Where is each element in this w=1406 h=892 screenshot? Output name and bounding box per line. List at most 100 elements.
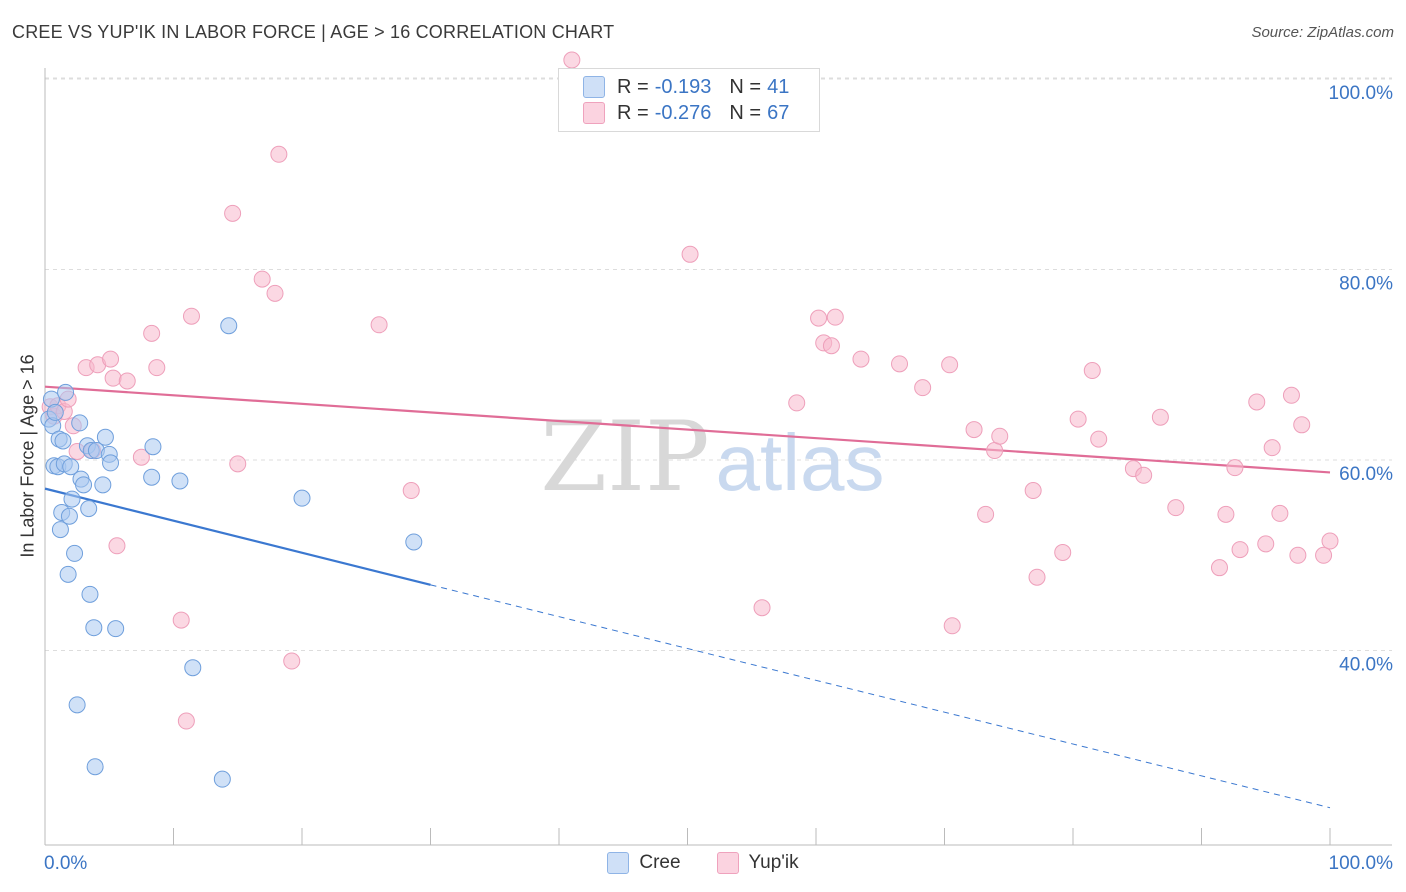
point-yupik — [753, 599, 771, 617]
point-cree — [107, 620, 125, 638]
point-yupik — [943, 617, 961, 635]
point-yupik — [1151, 408, 1169, 426]
point-cree — [293, 489, 311, 507]
stats-legend: R = -0.193 N = 41 R = -0.276 N = 67 — [558, 68, 820, 132]
point-yupik — [1289, 546, 1307, 564]
legend-swatch-yupik — [716, 852, 739, 874]
point-yupik — [172, 611, 190, 629]
point-yupik — [1293, 416, 1311, 434]
trend-line-cree — [44, 487, 431, 586]
point-cree — [184, 659, 202, 677]
watermark-zip: ZIP — [540, 401, 709, 513]
point-yupik — [977, 505, 995, 523]
point-yupik — [1315, 546, 1333, 564]
legend-row-cree: R = -0.193 N = 41 — [583, 75, 807, 99]
point-cree — [80, 500, 98, 518]
point-cree — [405, 533, 423, 551]
y-tick-label: 60.0% — [1339, 464, 1393, 485]
y-tick-label: 80.0% — [1339, 274, 1393, 295]
legend-item-yupik[interactable]: Yup'ik — [716, 852, 799, 874]
point-cree — [71, 414, 89, 432]
point-yupik — [229, 455, 247, 473]
point-yupik — [118, 372, 136, 390]
trend-lines — [44, 385, 1331, 809]
tick-labels: 40.0% 60.0% 80.0% 100.0% 0.0% 100.0% — [44, 83, 1393, 874]
point-cree — [46, 403, 64, 421]
point-cree — [68, 696, 86, 714]
legend-swatch-cree — [583, 76, 605, 98]
point-yupik — [1263, 439, 1281, 457]
legend-label-cree: Cree — [639, 852, 681, 873]
legend-n-value: 41 — [767, 75, 790, 98]
watermark: ZIP atlas — [540, 401, 884, 513]
x-tick-label: 100.0% — [1329, 853, 1394, 874]
point-cree — [96, 428, 114, 446]
point-yupik — [1321, 532, 1339, 550]
point-cree — [171, 472, 189, 490]
point-yupik — [1271, 504, 1289, 522]
watermark-atlas: atlas — [716, 418, 885, 507]
point-yupik — [266, 284, 284, 302]
point-yupik — [1135, 466, 1153, 484]
gridlines — [45, 77, 1392, 652]
point-cree — [66, 544, 84, 562]
point-yupik — [822, 337, 840, 355]
y-tick-label: 40.0% — [1339, 655, 1393, 676]
point-yupik — [253, 270, 271, 288]
y-tick-label: 100.0% — [1329, 83, 1394, 104]
point-yupik — [788, 394, 806, 412]
point-yupik — [1248, 393, 1266, 411]
point-yupik — [270, 145, 288, 163]
point-cree — [81, 585, 99, 603]
point-yupik — [224, 204, 242, 222]
point-yupik — [1282, 386, 1300, 404]
point-yupik — [370, 316, 388, 334]
point-yupik — [991, 427, 1009, 445]
point-yupik — [941, 356, 959, 374]
source-label: Source: ZipAtlas.com — [1251, 24, 1394, 41]
point-cree — [94, 476, 112, 494]
point-yupik — [1069, 410, 1087, 428]
trend-line-cree-extension — [430, 584, 1331, 809]
point-yupik — [148, 359, 166, 377]
point-cree — [220, 317, 238, 335]
point-cree — [60, 507, 78, 525]
legend-swatch-cree — [607, 852, 630, 874]
point-yupik — [681, 245, 699, 263]
point-yupik — [283, 652, 301, 670]
legend-r-label: R = — [617, 101, 649, 124]
point-yupik — [1257, 535, 1275, 553]
chart-title: CREE VS YUP'IK IN LABOR FORCE | AGE > 16… — [12, 22, 615, 42]
legend-n-label: N = — [729, 75, 762, 98]
point-yupik — [810, 309, 828, 327]
point-yupik — [914, 379, 932, 397]
point-yupik — [826, 308, 844, 326]
x-tick-label: 0.0% — [44, 853, 87, 874]
data-points — [40, 51, 1339, 788]
point-yupik — [1231, 541, 1249, 559]
point-yupik — [1167, 499, 1185, 517]
point-yupik — [182, 307, 200, 325]
trend-line-yupik — [44, 385, 1331, 474]
legend-n-value: 67 — [767, 101, 790, 124]
legend-r-value: -0.193 — [654, 75, 712, 98]
point-cree — [213, 770, 231, 788]
point-yupik — [132, 448, 150, 466]
point-yupik — [965, 421, 983, 439]
point-yupik — [891, 355, 909, 373]
point-yupik — [102, 350, 120, 368]
point-cree — [143, 468, 161, 486]
point-cree — [75, 476, 93, 494]
point-yupik — [852, 350, 870, 368]
legend-item-cree[interactable]: Cree — [607, 852, 681, 874]
point-cree — [62, 458, 80, 476]
point-cree — [57, 383, 75, 401]
series-legend: Cree Yup'ik — [0, 852, 1406, 874]
point-yupik — [1090, 430, 1108, 448]
legend-r-label: R = — [617, 75, 649, 98]
point-yupik — [1024, 482, 1042, 500]
legend-swatch-yupik — [583, 102, 605, 124]
point-cree — [85, 619, 103, 637]
point-yupik — [143, 324, 161, 342]
